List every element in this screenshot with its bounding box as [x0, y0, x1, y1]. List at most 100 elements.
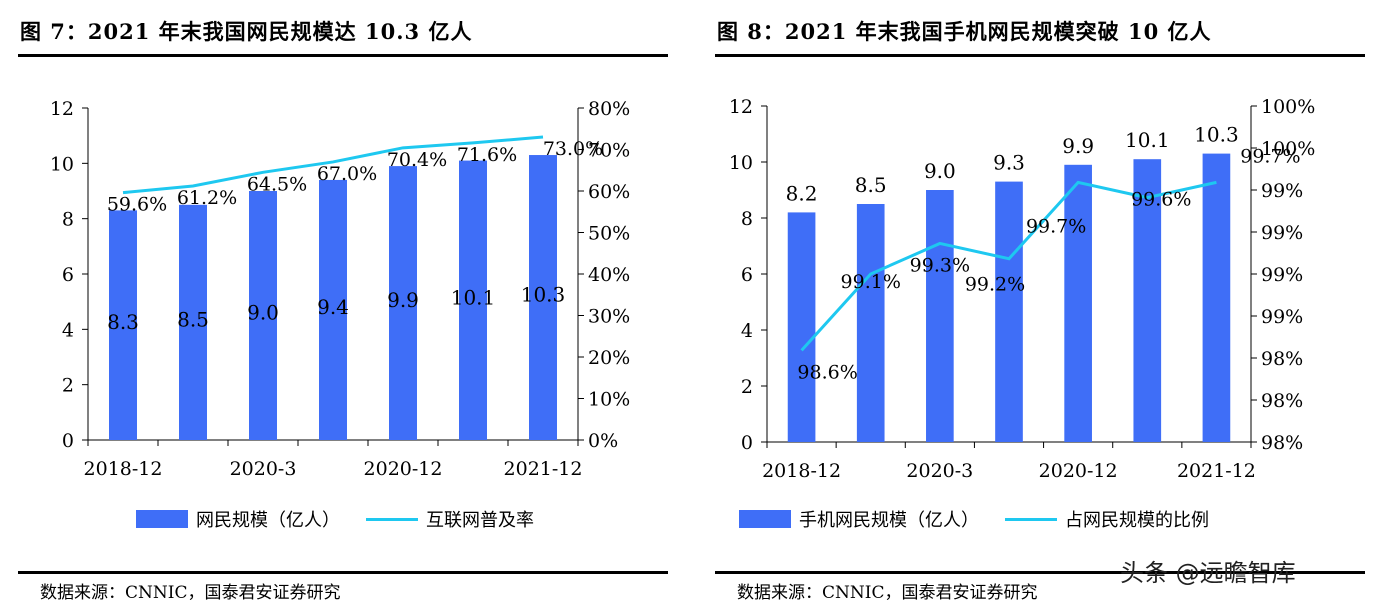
figure-7-panel: 图 7：2021 年末我国网民规模达 10.3 亿人 0 2 4 6 8 10 12 0% 10…	[18, 0, 678, 610]
line-series	[800, 180, 1217, 352]
bar-data-label: 9.4	[317, 295, 349, 319]
bar	[856, 204, 885, 442]
figure-8-panel: 图 8：2021 年末我国手机网民规模突破 10 亿人 0 2 4 6 8 10 12 98%…	[715, 0, 1375, 610]
line-series	[122, 135, 544, 195]
legend-bar-label: 手机网民规模（亿人）	[799, 510, 979, 531]
left-y-tick-label: 12	[729, 96, 753, 118]
x-tick-label: 2021-12	[1177, 460, 1256, 482]
bar	[249, 191, 277, 440]
right-y-tick-label: 99%	[1261, 306, 1303, 328]
legend-item-bar: 手机网民规模（亿人）	[739, 506, 979, 532]
line-data-label: 70.4%	[387, 149, 447, 171]
left-y-tick-label: 10	[729, 152, 753, 174]
line-data-label: 98.6%	[797, 361, 857, 383]
right-y-tick-label: 98%	[1261, 348, 1303, 370]
bar	[1133, 159, 1162, 442]
right-y-tick-label: 50%	[588, 223, 630, 245]
bar	[529, 155, 557, 440]
legend-item-line: 互联网普及率	[366, 506, 534, 532]
right-y-tick-label: 99%	[1261, 180, 1303, 202]
figure-title: 图 8：2021 年末我国手机网民规模突破 10 亿人	[717, 19, 1212, 44]
bar-data-label: 9.0	[924, 159, 956, 183]
title-rule	[715, 54, 1365, 57]
title-rule	[18, 54, 668, 57]
bar	[787, 212, 816, 442]
bar	[109, 210, 137, 440]
left-y-tick-label: 2	[62, 375, 74, 397]
legend-bar-swatch	[136, 510, 188, 528]
source-rule	[715, 571, 1365, 574]
x-tick-label: 2020-12	[1039, 460, 1118, 482]
x-tick-label: 2020-12	[364, 458, 443, 480]
bar	[926, 190, 954, 442]
line-data-label: 73.0%	[543, 138, 603, 160]
line-data-label: 64.5%	[247, 173, 307, 195]
legend-bar-label: 网民规模（亿人）	[196, 510, 340, 531]
right-y-tick-label: 98%	[1261, 390, 1303, 412]
source-rule	[18, 571, 668, 574]
bar-data-label: 10.3	[1194, 123, 1239, 147]
right-y-tick-label: 99%	[1261, 264, 1303, 286]
x-tick-label: 2021-12	[504, 458, 583, 480]
left-y-tick-label: 0	[62, 430, 74, 452]
bar-data-label: 8.5	[177, 307, 209, 331]
left-y-tick-label: 8	[741, 208, 753, 230]
x-tick-label: 2020-3	[230, 458, 297, 480]
bar	[179, 204, 207, 440]
line-data-label: 99.7%	[1026, 215, 1086, 237]
bar	[1064, 164, 1092, 443]
bar-data-label: 9.3	[993, 151, 1025, 175]
bar-data-label: 10.1	[1125, 128, 1170, 152]
chart-legend: 手机网民规模（亿人） 占网民规模的比例	[739, 506, 1235, 532]
left-y-tick-label: 6	[741, 264, 753, 286]
legend-line-label: 互联网普及率	[426, 510, 534, 531]
data-source: 数据来源：CNNIC，国泰君安证券研究	[737, 583, 1038, 603]
x-tick-label: 2018-12	[762, 460, 841, 482]
bar-data-label: 8.5	[855, 173, 887, 197]
data-source: 数据来源：CNNIC，国泰君安证券研究	[40, 583, 341, 603]
bar-data-label: 9.9	[1062, 134, 1094, 158]
right-y-tick-label: 100%	[1261, 138, 1315, 160]
left-y-tick-label: 12	[50, 98, 74, 120]
bar-data-label: 10.1	[451, 285, 496, 309]
line-data-label: 99.6%	[1131, 189, 1191, 211]
legend-line-swatch	[1005, 517, 1057, 521]
legend-item-bar: 网民规模（亿人）	[136, 506, 340, 532]
bar-data-label: 9.0	[247, 301, 279, 325]
bar	[389, 166, 417, 440]
mobile-users-chart: 0 2 4 6 8 10 12 98% 98% 98% 99% 99% 99% 99% 100% 100% 20…	[729, 96, 1316, 482]
line-data-label: 59.6%	[107, 194, 167, 216]
bar	[459, 160, 487, 441]
bar-data-label: 10.3	[521, 283, 566, 307]
bar-data-label: 8.3	[107, 310, 139, 334]
legend-bar-swatch	[739, 510, 791, 528]
left-y-tick-label: 2	[741, 376, 753, 398]
right-y-tick-label: 40%	[588, 264, 630, 286]
figure-title: 图 7：2021 年末我国网民规模达 10.3 亿人	[20, 19, 473, 44]
internet-users-chart: 0 2 4 6 8 10 12 0% 10% 20% 30% 40% 50% 60% 70% 80% 2018-…	[50, 98, 630, 480]
legend-item-line: 占网民规模的比例	[1005, 506, 1209, 532]
left-y-tick-label: 6	[62, 264, 74, 286]
right-y-tick-label: 99%	[1261, 222, 1303, 244]
right-y-tick-label: 98%	[1261, 432, 1303, 454]
left-y-tick-label: 10	[50, 153, 74, 175]
line-data-label: 99.7%	[1240, 145, 1300, 167]
line-data-label: 99.3%	[910, 254, 970, 276]
chart-legend: 网民规模（亿人） 互联网普及率	[136, 506, 560, 532]
left-y-tick-label: 0	[741, 432, 753, 454]
bar	[319, 179, 347, 440]
bar	[1202, 153, 1231, 442]
right-y-tick-label: 80%	[588, 98, 630, 120]
legend-line-swatch	[366, 517, 418, 521]
line-data-label: 99.2%	[965, 274, 1025, 296]
bar-data-label: 9.9	[387, 288, 419, 312]
x-tick-label: 2020-3	[906, 460, 973, 482]
line-data-label: 71.6%	[457, 144, 517, 166]
left-y-tick-label: 8	[62, 209, 74, 231]
right-y-tick-label: 10%	[588, 389, 630, 411]
left-y-tick-label: 4	[741, 320, 753, 342]
left-y-tick-label: 4	[62, 319, 74, 341]
right-y-tick-label: 70%	[588, 140, 630, 162]
legend-line-label: 占网民规模的比例	[1065, 510, 1209, 531]
watermark: 头条 @远瞻智库	[1120, 559, 1296, 587]
